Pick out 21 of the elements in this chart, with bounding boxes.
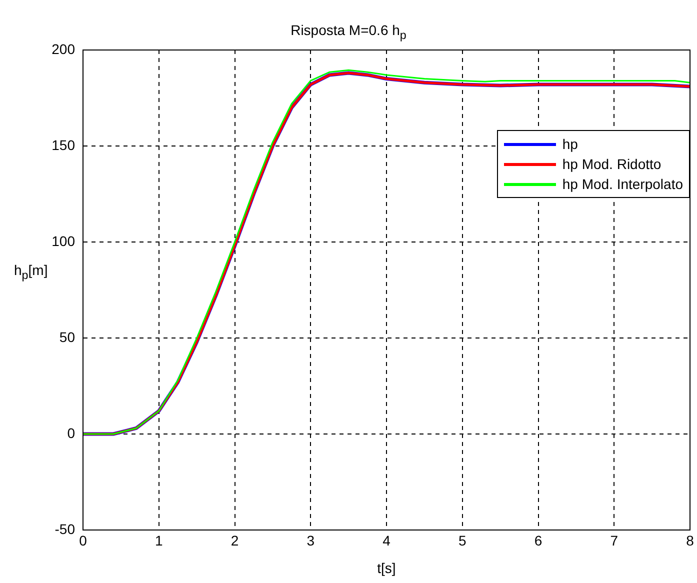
x-tick-label: 6 [534,532,542,548]
y-tick-label: 200 [52,40,76,57]
x-tick-label: 8 [686,532,694,548]
legend-label: hp Mod. Interpolato [562,176,683,192]
x-tick-label: 4 [382,532,391,548]
x-axis-title: t[s] [376,560,397,576]
x-tick-label: 3 [306,532,315,548]
x-tick-label: 0 [79,532,88,548]
chart-title: Risposta M=0.6 h$_{p}$ [290,22,408,42]
x-tick-label: 1 [154,532,163,548]
y-tick-label: 100 [52,232,76,249]
x-tick-label: 7 [610,532,618,548]
legend-label: hp [562,136,578,152]
y-tick-label: 0 [67,424,76,441]
y-tick-label: 150 [52,136,76,153]
x-tick-label: 2 [230,532,239,548]
legend-label: hp Mod. Ridotto [562,156,662,172]
y-tick-label: 50 [59,328,76,345]
y-tick-label: -50 [54,520,76,537]
x-tick-label: 5 [458,532,466,548]
y-axis-title: h$_{p}$[m] [14,262,48,282]
